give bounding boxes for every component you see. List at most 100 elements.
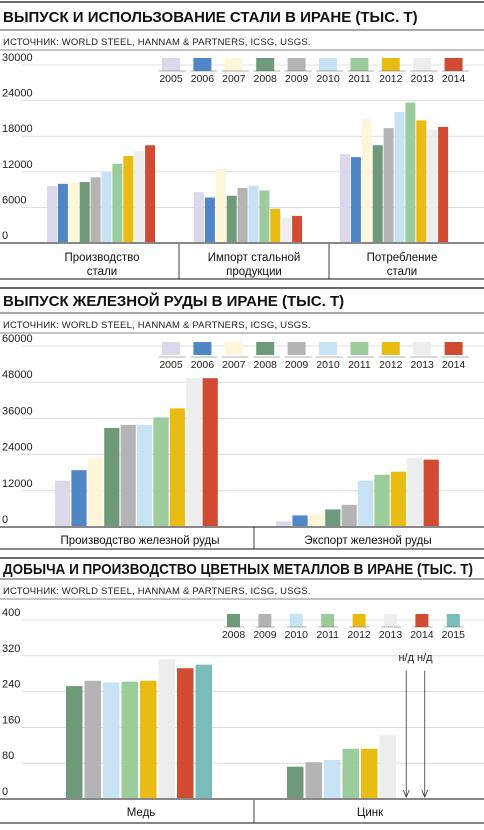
legend-swatch-2013	[384, 614, 397, 627]
legend-swatch-2006	[193, 342, 212, 355]
bar-2011	[374, 474, 390, 526]
bar-2012	[390, 471, 406, 526]
legend-swatch-2009	[258, 614, 272, 627]
bar-2010	[248, 185, 259, 242]
bar-2012	[361, 748, 378, 798]
legend-label-2011: 2011	[348, 359, 371, 371]
legend-swatch-2011	[350, 58, 369, 71]
bar-2012	[270, 208, 281, 242]
bar-2006	[292, 515, 308, 526]
legend-swatch-2006	[193, 58, 212, 71]
category-label-line: Производство	[65, 252, 140, 264]
bar-2013	[134, 151, 145, 242]
chart-3: ДОБЫЧА И ПРОИЗВОДСТВО ЦВЕТНЫХ МЕТАЛЛОВ В…	[0, 557, 484, 824]
y-tick-label: 0	[2, 230, 8, 242]
legend-swatch-2015	[446, 614, 460, 627]
legend-label-2008: 2008	[254, 359, 278, 371]
y-tick-label: 0	[2, 514, 8, 526]
legend-label-2009: 2009	[285, 359, 309, 371]
legend-swatch-2008	[256, 58, 275, 71]
legend-swatch-2010	[289, 614, 303, 627]
y-tick-label: 24000	[2, 88, 33, 100]
bar-2011	[153, 417, 169, 526]
bar-2010	[358, 480, 374, 526]
legend-swatch-2014	[415, 614, 429, 627]
y-tick-label: 48000	[2, 369, 33, 381]
y-tick-label: 12000	[2, 159, 33, 171]
bar-2008	[104, 427, 120, 526]
legend-swatch-2008	[256, 342, 275, 355]
legend-label-2014: 2014	[442, 359, 466, 371]
legend-swatch-2010	[319, 342, 337, 355]
legend-swatch-2012	[381, 342, 400, 355]
legend-label-2010: 2010	[316, 359, 340, 371]
legend-swatch-2013	[413, 58, 432, 71]
legend-label-2014: 2014	[442, 73, 466, 85]
bar-2008	[226, 195, 237, 242]
legend-swatch-2014	[444, 58, 463, 71]
bar-2005	[194, 192, 204, 242]
bar-2006	[71, 470, 87, 526]
legend-label-2013: 2013	[379, 629, 403, 641]
legend-label-2015: 2015	[442, 629, 466, 641]
chart-1: ВЫПУСК И ИСПОЛЬЗОВАНИЕ СТАЛИ В ИРАНЕ (ТЫ…	[0, 1, 484, 280]
bar-2012	[169, 408, 185, 526]
bar-2005	[55, 480, 71, 526]
category-label: Производство стали	[65, 252, 140, 278]
chart-title: ВЫПУСК И ИСПОЛЬЗОВАНИЕ СТАЛИ В ИРАНЕ (ТЫ…	[3, 9, 418, 26]
legend-label-2007: 2007	[222, 73, 246, 85]
bar-2007	[68, 182, 79, 242]
legend-label-2012: 2012	[379, 73, 403, 85]
bar-2009	[84, 680, 101, 798]
bar-2010	[103, 682, 120, 798]
bar-2013	[407, 458, 423, 526]
source-note: ИСТОЧНИК: WORLD STEEL, HANNAM & PARTNERS…	[3, 586, 311, 597]
bar-2005	[340, 154, 350, 242]
bar-2007	[361, 119, 372, 242]
y-tick-label: 320	[2, 643, 20, 655]
legend-label-2011: 2011	[348, 73, 371, 85]
legend-label-2005: 2005	[159, 73, 183, 85]
bar-2008	[79, 182, 90, 242]
legend-label-2012: 2012	[347, 629, 371, 641]
legend-label-2010: 2010	[285, 629, 309, 641]
category-label-line: Импорт стальной	[208, 252, 301, 264]
y-tick-label: 400	[2, 607, 20, 619]
bar-2009	[305, 762, 322, 798]
category-label-line: стали	[87, 266, 117, 278]
category-label: Производство железной руды	[61, 535, 220, 547]
category-label: Цинк	[357, 807, 384, 819]
y-tick-label: 0	[2, 786, 8, 798]
bar-2011	[112, 163, 123, 242]
legend-label-2007: 2007	[222, 359, 246, 371]
category-label-line: продукции	[226, 266, 282, 278]
y-tick-label: 6000	[2, 194, 26, 206]
bar-2014	[423, 459, 439, 526]
bar-2007	[308, 513, 324, 526]
bar-2012	[416, 120, 427, 242]
bar-2012	[123, 155, 134, 242]
y-tick-label: 160	[2, 714, 20, 726]
source-note: ИСТОЧНИК: WORLD STEEL, HANNAM & PARTNERS…	[3, 37, 311, 48]
legend-swatch-2012	[381, 58, 400, 71]
bar-2005	[276, 521, 292, 526]
y-tick-label: 12000	[2, 478, 33, 490]
bar-2006	[204, 197, 215, 242]
legend-label-2008: 2008	[222, 629, 246, 641]
legend-label-2006: 2006	[191, 73, 215, 85]
legend-swatch-2009	[287, 58, 306, 71]
bar-2015	[195, 664, 212, 798]
y-tick-label: 240	[2, 679, 20, 691]
bar-2014	[292, 215, 303, 242]
y-tick-label: 18000	[2, 123, 33, 135]
legend-swatch-2014	[444, 342, 463, 355]
legend-label-2014: 2014	[410, 629, 434, 641]
category-label: Экспорт железной руды	[304, 535, 431, 547]
y-tick-label: 36000	[2, 405, 33, 417]
bar-2005	[47, 186, 57, 242]
bar-2006	[350, 157, 361, 242]
legend-swatch-2008	[227, 614, 240, 627]
bar-2008	[66, 686, 83, 798]
bar-2009	[120, 424, 136, 526]
